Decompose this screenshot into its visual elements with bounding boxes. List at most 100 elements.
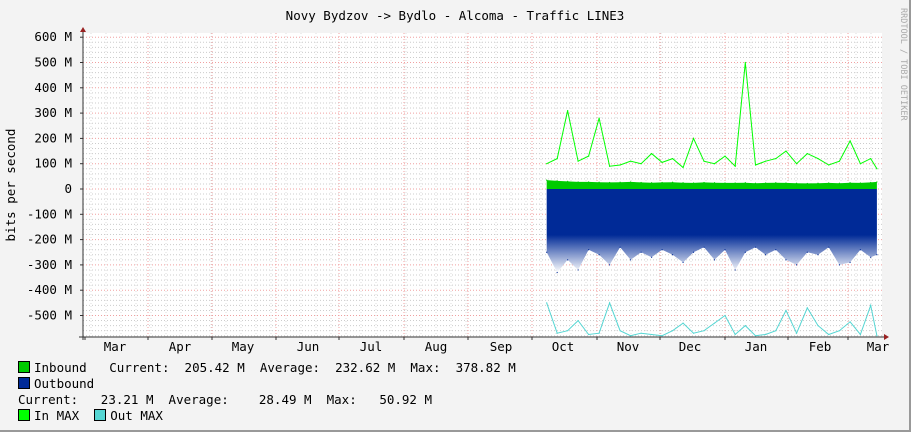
legend-max: In MAX Out MAX [18, 408, 163, 423]
y-tick-label: -500 M [27, 308, 72, 323]
outbound-point [651, 256, 653, 258]
out-max-point [661, 335, 663, 337]
inbound-point [838, 182, 841, 184]
out-max-point [703, 330, 705, 332]
inbound-point [859, 182, 861, 184]
in-max-point [734, 165, 736, 167]
out-max-point [546, 302, 548, 304]
inbound-area [546, 180, 877, 189]
outbound-point [859, 249, 861, 251]
x-axis-arrow [884, 334, 889, 340]
inbound-swatch [18, 361, 30, 373]
legend-outbound: Outbound [18, 376, 94, 391]
y-tick-label: -300 M [27, 257, 72, 272]
inbound-point [765, 182, 767, 184]
in-max-point [817, 158, 819, 160]
inbound-point [876, 181, 878, 183]
in-max-point [785, 150, 787, 152]
outbound-point [692, 251, 695, 253]
out-max-point [795, 332, 798, 334]
x-tick-label: Jul [360, 339, 383, 354]
inbound-point [577, 181, 579, 183]
y-tick-label: 100 M [34, 156, 72, 171]
inbound-point [651, 182, 653, 184]
in-max-point [876, 168, 878, 170]
in-max-point [567, 109, 569, 112]
legend-outbound-stats: Current: 23.21 M Average: 28.49 M Max: 5… [18, 392, 432, 407]
in-max-point [577, 160, 579, 162]
inbound-current-label: Current: [109, 360, 170, 375]
inbound-point [744, 182, 746, 184]
in-max-point [838, 160, 841, 162]
inbound-point [588, 181, 590, 183]
out-max-point [876, 335, 878, 337]
outbound-point [588, 249, 590, 251]
x-tick-label: Jun [297, 339, 320, 354]
in-max-label: In MAX [34, 408, 80, 423]
outbound-point [754, 246, 757, 248]
in-max-point [692, 137, 695, 139]
inbound-point [849, 182, 851, 184]
inbound-point [724, 182, 726, 184]
outbound-current: 23.21 M [100, 392, 154, 407]
y-tick-label: 0 [64, 181, 72, 196]
out-max-point [817, 325, 819, 327]
out-max-point [775, 330, 777, 332]
outbound-area [546, 189, 877, 273]
in-max-swatch [18, 409, 30, 421]
outbound-point [785, 259, 787, 261]
outbound-point [619, 246, 621, 248]
out-max-point [744, 325, 746, 327]
in-max-point [754, 164, 757, 166]
inbound-average: 232.62 M [335, 360, 396, 375]
inbound-point [795, 182, 798, 184]
in-max-point [630, 160, 632, 162]
inbound-point [734, 182, 736, 184]
outbound-point [765, 254, 767, 256]
in-max-point [713, 163, 716, 165]
out-max-point [785, 309, 787, 312]
outbound-point [838, 264, 841, 266]
out-max-point [713, 322, 716, 324]
inbound-max: 378.82 M [455, 360, 516, 375]
outbound-point [806, 251, 808, 253]
out-max-point [630, 335, 632, 337]
in-max-point [556, 158, 558, 160]
outbound-point [744, 251, 746, 253]
inbound-point [754, 182, 757, 184]
in-max-point [828, 164, 830, 166]
inbound-point [556, 180, 558, 182]
x-tick-label: Apr [169, 339, 192, 354]
outbound-point [609, 264, 611, 266]
out-max-point [567, 330, 569, 332]
y-axis-label: bits per second [3, 129, 18, 242]
y-tick-label: -400 M [27, 282, 72, 297]
outbound-point [640, 251, 642, 253]
out-max-point [692, 332, 695, 334]
in-max-point [651, 152, 653, 155]
y-tick-label: 500 M [34, 55, 72, 70]
y-tick-label: -100 M [27, 206, 72, 221]
outbound-point [567, 259, 569, 261]
outbound-point [713, 259, 716, 261]
out-max-point [724, 314, 726, 317]
inbound-label: Inbound [34, 360, 87, 375]
outbound-max: 50.92 M [379, 392, 432, 407]
in-max-point [765, 160, 767, 162]
inbound-point [703, 181, 705, 184]
in-max-point [598, 117, 600, 119]
watermark: RRDTOOL / TOBI OETIKER [898, 8, 908, 121]
outbound-point [546, 251, 548, 253]
in-max-point [619, 164, 621, 166]
in-max-point [775, 158, 777, 160]
outbound-point [775, 249, 777, 251]
outbound-swatch [18, 377, 30, 389]
outbound-point [734, 269, 736, 271]
inbound-point [619, 181, 621, 183]
inbound-average-label: Average: [259, 360, 321, 375]
out-max-point [588, 333, 590, 336]
inbound-point [692, 182, 695, 184]
outbound-current-label: Current: [18, 392, 79, 407]
out-max-point [870, 304, 872, 306]
